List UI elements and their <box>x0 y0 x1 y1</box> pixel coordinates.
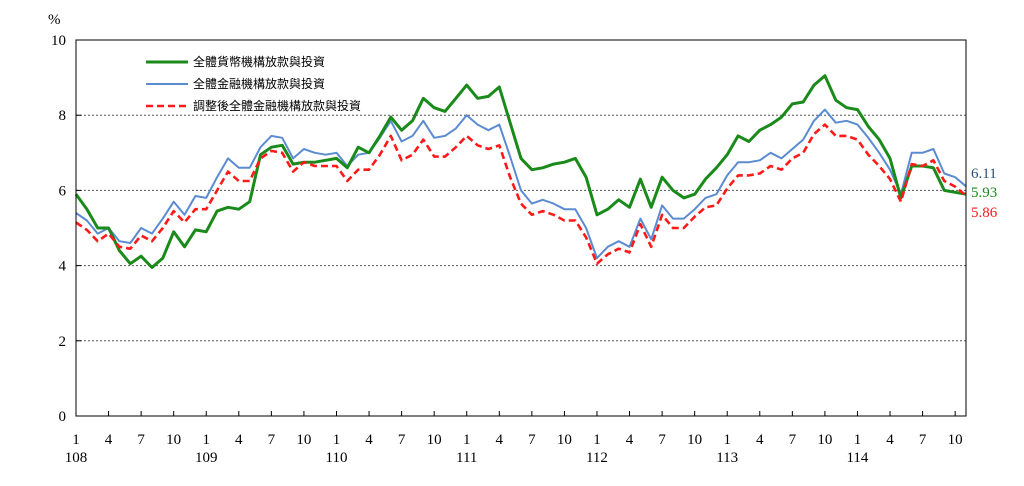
end-label-1: 5.93 <box>971 185 997 201</box>
legend-label-3: 調整後全體金融機構放款與投資 <box>193 98 361 113</box>
y-axis-unit: % <box>48 12 61 28</box>
x-month-label: 1 <box>593 432 601 448</box>
legend-label-1: 全體貨幣機構放款與投資 <box>193 54 325 69</box>
x-month-label: 10 <box>166 432 181 448</box>
x-year-label: 112 <box>586 450 608 466</box>
series-lines <box>74 74 967 269</box>
y-tick-label: 0 <box>59 409 67 425</box>
x-month-label: 4 <box>756 432 764 448</box>
x-month-label: 1 <box>333 432 341 448</box>
series-line-3 <box>75 123 967 266</box>
x-month-label: 7 <box>528 432 536 448</box>
x-axis-ticks: 1 4 7 10 1 4 7 10 1 4 7 10 1 4 7 10 1 4 7 10 1 4 7 10 1 4 7 10 108 10… <box>65 411 963 466</box>
legend-label-2: 全體金融機構放款與投資 <box>193 76 325 91</box>
x-month-label: 4 <box>626 432 634 448</box>
series-line-1 <box>74 74 967 269</box>
x-month-label: 10 <box>948 432 963 448</box>
x-month-label: 4 <box>105 432 113 448</box>
x-month-label: 4 <box>496 432 504 448</box>
x-month-label: 1 <box>854 432 862 448</box>
x-month-label: 10 <box>557 432 572 448</box>
y-tick-label: 4 <box>59 259 67 275</box>
x-month-label: 10 <box>427 432 442 448</box>
x-year-label: 110 <box>326 450 348 466</box>
end-label-2: 6.11 <box>971 166 997 182</box>
plot-frame <box>75 39 967 417</box>
x-month-label: 7 <box>789 432 797 448</box>
end-value-labels: 5.93 6.11 5.86 <box>971 166 998 221</box>
x-year-label: 111 <box>456 450 477 466</box>
x-month-label: 7 <box>268 432 276 448</box>
x-month-label: 10 <box>687 432 702 448</box>
x-month-label: 4 <box>365 432 373 448</box>
x-year-label: 109 <box>195 450 218 466</box>
y-axis-ticks: 0 2 4 6 8 10 <box>51 33 81 425</box>
x-month-label: 7 <box>137 432 145 448</box>
x-month-label: 4 <box>235 432 243 448</box>
x-month-label: 10 <box>817 432 832 448</box>
x-year-label: 113 <box>716 450 738 466</box>
y-tick-label: 10 <box>51 33 66 49</box>
x-month-label: 7 <box>398 432 406 448</box>
x-month-label: 7 <box>658 432 666 448</box>
x-month-label: 7 <box>919 432 927 448</box>
x-month-label: 1 <box>72 432 80 448</box>
y-tick-label: 6 <box>59 183 67 199</box>
x-month-label: 4 <box>886 432 894 448</box>
x-month-label: 1 <box>202 432 210 448</box>
x-month-label: 1 <box>723 432 731 448</box>
x-month-label: 10 <box>296 432 311 448</box>
end-label-3: 5.86 <box>971 205 998 221</box>
x-month-label: 1 <box>463 432 471 448</box>
x-year-label: 108 <box>65 450 88 466</box>
x-year-label: 114 <box>846 450 868 466</box>
y-tick-label: 8 <box>59 108 67 124</box>
series-line-2 <box>75 108 967 260</box>
y-tick-label: 2 <box>59 334 67 350</box>
